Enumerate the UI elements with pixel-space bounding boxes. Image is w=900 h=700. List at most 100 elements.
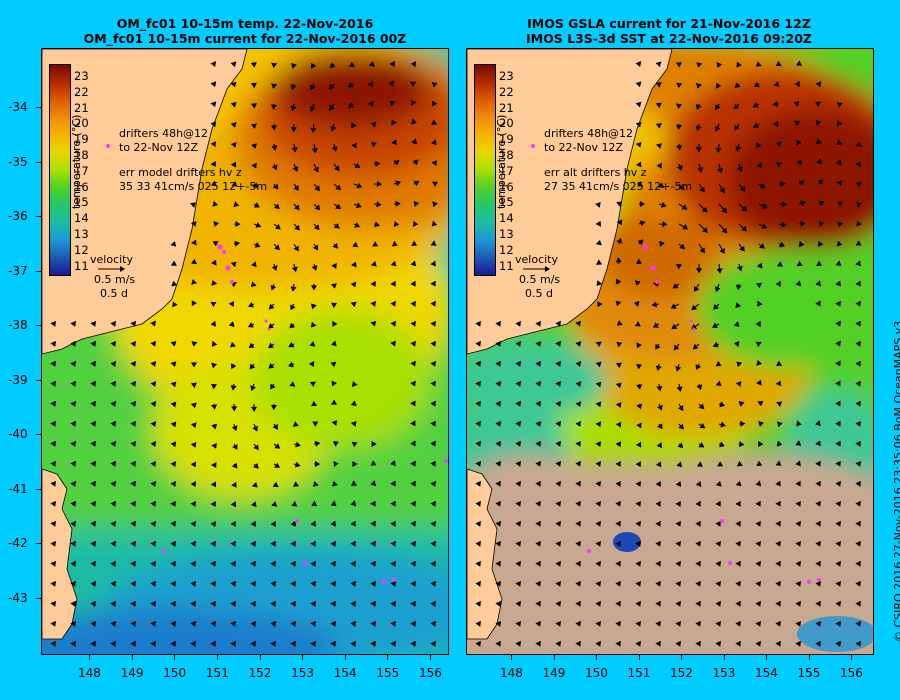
velocity-arrowhead [635, 61, 642, 68]
x-axis-tick [216, 655, 218, 660]
velocity-arrowhead [251, 261, 257, 268]
velocity-arrowhead [410, 320, 416, 327]
velocity-arrowhead [855, 640, 861, 647]
velocity-arrowhead [332, 480, 338, 487]
velocity-arrowhead [698, 442, 705, 448]
velocity-arrowhead [130, 580, 136, 587]
velocity-arrowhead [715, 360, 722, 367]
velocity-arrowhead [255, 222, 262, 228]
velocity-arrowhead [292, 166, 299, 172]
y-axis-tick-label: -39 [8, 372, 28, 387]
velocity-arrowhead [130, 600, 136, 607]
velocity-arrowhead [313, 224, 320, 230]
velocity-arrowhead [675, 500, 681, 507]
velocity-arrowhead [795, 560, 801, 567]
velocity-arrowhead [210, 141, 217, 148]
velocity-arrowhead [393, 160, 400, 166]
velocity-arrowhead [715, 480, 722, 487]
velocity-arrowhead [856, 220, 862, 227]
velocity-arrowhead [740, 420, 746, 427]
velocity-arrowhead [270, 560, 276, 567]
velocity-arrowhead [248, 342, 255, 349]
velocity-arrowhead [70, 540, 76, 547]
velocity-arrowhead [675, 620, 681, 627]
velocity-arrowhead [655, 540, 661, 547]
velocity-arrowhead [835, 500, 841, 507]
velocity-arrowhead [170, 640, 176, 647]
velocity-arrowhead [595, 441, 601, 447]
velocity-arrowhead [817, 179, 824, 186]
velocity-arrowhead [70, 440, 76, 447]
right-nodata-patches [467, 449, 873, 639]
velocity-arrowhead [795, 540, 801, 547]
velocity-arrowhead [431, 160, 438, 167]
velocity-arrowhead [815, 620, 821, 627]
velocity-arrowhead [695, 600, 701, 607]
velocity-arrowhead [715, 380, 722, 387]
velocity-arrowhead [311, 62, 317, 69]
velocity-arrowhead [270, 540, 276, 547]
velocity-arrowhead [721, 207, 728, 214]
velocity-arrowhead [410, 360, 416, 367]
velocity-arrowhead [210, 481, 217, 488]
velocity-arrowhead [755, 560, 761, 567]
velocity-arrowhead [370, 540, 376, 547]
velocity-arrowhead [795, 440, 802, 446]
velocity-arrowhead [756, 379, 762, 386]
y-axis-tick-label: -43 [8, 590, 28, 605]
velocity-arrowhead [677, 442, 684, 449]
velocity-arrowhead [290, 127, 297, 133]
velocity-arrowhead [678, 423, 684, 430]
velocity-arrowhead [410, 380, 416, 387]
velocity-arrowhead [835, 280, 841, 287]
velocity-arrowhead [230, 580, 236, 587]
velocity-arrowhead [331, 420, 338, 426]
velocity-arrowhead [756, 142, 762, 149]
velocity-arrowhead [739, 185, 746, 192]
x-axis-tick [596, 655, 597, 660]
y-axis-tick-label: -38 [8, 318, 28, 332]
velocity-arrowhead [575, 500, 581, 507]
velocity-arrowhead [575, 320, 582, 327]
right-velocity-key: velocity 0.5 m/s 0.5 d [515, 253, 560, 301]
velocity-arrowhead [354, 162, 361, 168]
y-axis-tick-label: -35 [8, 154, 28, 169]
velocity-arrowhead [715, 600, 721, 607]
velocity-arrowhead [855, 380, 861, 387]
velocity-arrowhead [272, 423, 279, 430]
velocity-arrowhead [855, 560, 861, 567]
velocity-arrowhead [90, 360, 96, 367]
velocity-arrowhead [110, 340, 116, 347]
velocity-arrowhead [150, 440, 157, 447]
velocity-arrowhead [635, 441, 642, 448]
y-axis-tick-label: -36 [8, 209, 28, 223]
velocity-arrowhead [475, 320, 481, 327]
velocity-arrowhead [230, 600, 236, 607]
velocity-arrowhead [615, 421, 622, 428]
velocity-arrowhead [796, 139, 802, 146]
velocity-arrowhead [291, 62, 297, 69]
colorbar-tick-label: 11 [499, 258, 514, 273]
velocity-arrowhead [635, 480, 641, 487]
velocity-arrowhead [311, 500, 318, 507]
colorbar-tick-label: 18 [74, 148, 89, 162]
velocity-arrowhead [734, 82, 741, 89]
left-velocity-label: velocity [90, 253, 133, 266]
velocity-arrowhead [515, 340, 521, 347]
colorbar-tick-label: 20 [499, 116, 514, 131]
velocity-arrowhead [250, 385, 256, 392]
velocity-arrowhead [250, 281, 257, 288]
velocity-arrowhead [70, 600, 76, 607]
velocity-arrowhead [575, 420, 581, 427]
velocity-arrowhead [210, 161, 216, 167]
velocity-arrowhead [535, 360, 541, 367]
velocity-arrowhead [575, 620, 581, 627]
velocity-arrowhead [274, 244, 280, 251]
velocity-arrowhead [635, 640, 641, 647]
x-axis-tick [344, 655, 346, 660]
velocity-arrowhead [350, 301, 357, 308]
velocity-arrowhead [211, 340, 218, 347]
velocity-arrowhead [390, 500, 396, 507]
velocity-arrowhead [670, 303, 677, 309]
right-velocity-speed: 0.5 m/s [519, 273, 561, 286]
